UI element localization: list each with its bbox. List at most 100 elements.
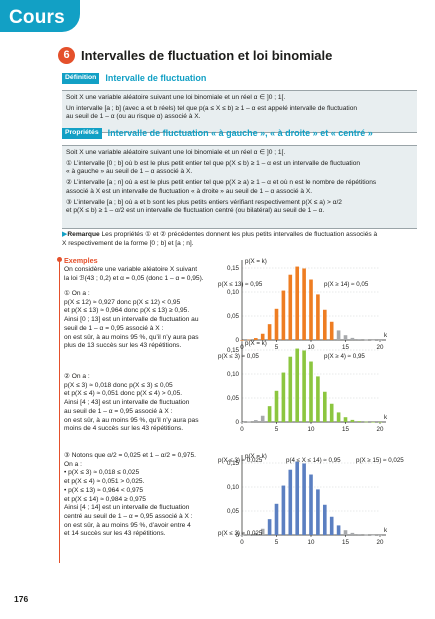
property-line: Soit X une variable aléatoire suivant un… (66, 149, 286, 156)
bar (371, 534, 375, 536)
property-line: ② L’intervalle [a ; n] où a est le plus … (66, 179, 377, 187)
example-2: ② On a : p(X ≤ 3) ≈ 0,018 donc p(X ≤ 3) ≤… (64, 373, 214, 434)
y-tick-label: 0,05 (227, 395, 240, 402)
x-tick-label: 10 (308, 539, 315, 546)
bar (336, 525, 341, 535)
chart-annotation: p(X ≤ 3) ≈ 0,025 (218, 530, 263, 537)
bar (364, 339, 369, 341)
bar (288, 274, 293, 340)
bar (357, 421, 362, 422)
example-line: et 14 succès sur les 43 répétitions. (64, 530, 166, 538)
y-tick-label: 0,05 (227, 508, 240, 515)
examples-intro-line: On considère une variable aléatoire X su… (64, 266, 198, 273)
bar (295, 461, 300, 535)
bar (329, 321, 334, 340)
x-tick-label: 20 (377, 344, 384, 351)
example-3: ③ Notons que α/2 = 0,025 et 1 – α/2 = 0,… (64, 452, 214, 539)
x-tick-label: 15 (342, 426, 349, 433)
x-tick-label: 0 (240, 426, 244, 433)
bar (281, 372, 286, 422)
section-title: Intervalles de fluctuation et loi binomi… (81, 48, 333, 63)
y-tick-label: 0,15 (227, 460, 240, 467)
chart-centered-interval: 0,15 0,10 0,05 0 p(X = k) k 0 5 10 15 20 p(X ≤ 3) ≈… (216, 453, 430, 553)
chart-annotation: p(4 ≤ X ≤ 14) ≈ 0,95 (286, 457, 341, 464)
y-axis-label: p(X = k) (245, 258, 267, 265)
y-axis-label: p(X = k) (245, 453, 267, 460)
example-line: Ainsi [4 ; 43] est un intervalle de fluc… (64, 399, 190, 407)
properties-tag: Propriétés (62, 128, 102, 140)
bar (329, 403, 334, 422)
properties-title: Intervalle de fluctuation « à gauche », … (107, 128, 373, 138)
bar (260, 333, 265, 340)
bar (247, 534, 251, 536)
example-line: on est sûr, à au moins 95 %, qu’il n’y a… (64, 333, 199, 341)
x-tick-label: 10 (308, 344, 315, 351)
y-axis-label: p(X = k) (245, 340, 267, 347)
example-line: au seuil de 1 – α = 0,95 associé à X : (64, 407, 173, 415)
bar (274, 503, 279, 535)
bar (260, 415, 265, 422)
bar (302, 350, 306, 422)
bar (364, 534, 369, 536)
bar (281, 290, 286, 340)
example-line: ② On a : (64, 373, 90, 380)
example-line: plus de 13 succès sur les 43 répétitions… (64, 342, 182, 350)
definition-box: Soit X une variable aléatoire suivant un… (62, 90, 417, 133)
bar (260, 528, 265, 535)
properties-box: Soit X une variable aléatoire suivant un… (62, 145, 417, 229)
bar (247, 421, 251, 423)
property-line: et p(X ≤ b) ≥ 1 – α/2 est un intervalle … (66, 207, 325, 215)
examples-rule (59, 259, 60, 563)
y-tick-label: 0,15 (227, 265, 240, 272)
example-line: et p(X ≤ 13) ≈ 0,964 donc p(X ≤ 13) ≥ 0,… (64, 307, 190, 315)
bar (378, 534, 382, 536)
property-line: « à gauche » au seuil de 1 – α associé à… (66, 168, 193, 176)
chart-annotation: p(X ≤ 13) ≈ 0,95 (218, 281, 263, 288)
x-axis-label: k (384, 332, 388, 339)
example-line: On a : (64, 460, 82, 468)
x-tick-label: 15 (342, 539, 349, 546)
examples-label: Exemples (64, 256, 98, 265)
bar (288, 356, 293, 422)
example-line: moins de 4 succès sur les 43 répétitions… (64, 425, 184, 433)
definition-tag: Définition (62, 73, 100, 85)
bar (357, 339, 362, 340)
examples-intro: On considère une variable aléatoire X su… (64, 266, 214, 283)
example-line: p(X ≤ 12) ≈ 0,927 donc p(X ≤ 12) < 0,95 (64, 298, 181, 306)
bar (302, 463, 306, 535)
bar (343, 530, 348, 535)
bar (295, 266, 300, 340)
examples-intro-line: la loi ℬ(43 ; 0,2) et α = 0,05 (donc 1 –… (64, 274, 204, 282)
definition-header: Définition Intervalle de fluctuation (62, 73, 206, 85)
x-tick-label: 20 (377, 426, 384, 433)
chart-annotation: p(X ≥ 15) ≈ 0,025 (356, 457, 404, 464)
y-tick-label: 0,10 (227, 484, 240, 491)
bar (350, 337, 355, 340)
x-axis-label: k (384, 527, 388, 534)
example-line: seuil de 1 – α = 0,95 associé à X : (64, 324, 164, 332)
bar (378, 339, 382, 341)
remark-label: Remarque (67, 231, 100, 238)
x-tick-label: 10 (308, 426, 315, 433)
bar (309, 279, 313, 340)
triangle-icon: ▶ (62, 231, 68, 238)
example-line: Ainsi [4 ; 14] est un intervalle de fluc… (64, 504, 190, 512)
y-tick-label: 0,15 (227, 347, 240, 354)
example-line: p(X ≤ 3) ≈ 0,018 donc p(X ≤ 3) ≤ 0,05 (64, 381, 173, 389)
bar (253, 533, 258, 535)
bar (316, 376, 320, 422)
bar (364, 421, 369, 423)
y-tick-label: 0 (236, 337, 240, 344)
bar (343, 417, 348, 422)
y-tick-label: 0 (236, 419, 240, 426)
example-line: Ainsi [0 ; 13] est un intervalle de fluc… (64, 316, 199, 324)
bar (336, 412, 341, 422)
example-line: centré au seuil de 1 – α = 0,95 associé … (64, 512, 193, 520)
example-line: et p(X ≤ 4) ≈ 0,051 > 0,025. (64, 478, 145, 486)
example-line: ① On a : (64, 290, 90, 297)
bar (371, 421, 375, 423)
section-header: 6 Intervalles de fluctuation et loi bino… (58, 47, 333, 65)
bar (336, 330, 341, 340)
bar (378, 421, 382, 423)
example-line: et p(X ≤ 4) ≈ 0,051 donc p(X ≤ 4) > 0,05… (64, 390, 183, 398)
